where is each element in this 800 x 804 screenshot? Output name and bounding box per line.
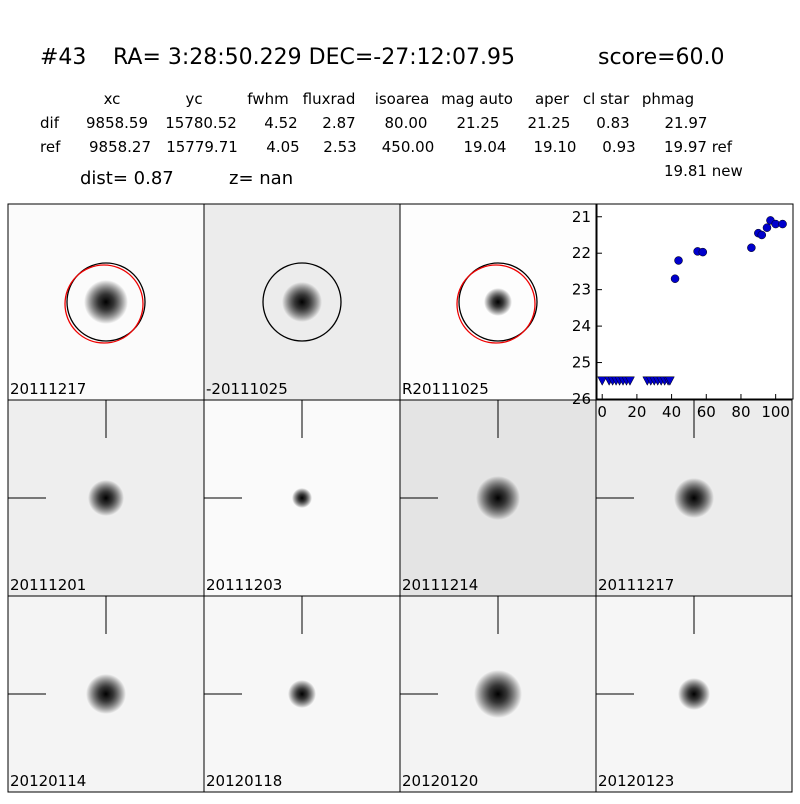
x-tick-label: 0	[597, 403, 607, 421]
table-cell: 4.05	[266, 138, 299, 156]
star	[86, 674, 126, 714]
star	[484, 288, 512, 316]
star	[474, 670, 522, 718]
table-cell: 9858.27	[89, 138, 151, 156]
y-tick-label: 25	[572, 354, 591, 372]
table-cell: dif	[40, 114, 60, 132]
point	[597, 376, 608, 386]
point	[625, 376, 635, 386]
z-value: z= nan	[229, 168, 293, 189]
aperture-red	[64, 264, 144, 344]
x-tick-label: 60	[697, 403, 716, 421]
point	[674, 256, 683, 265]
x-tick-label: 20	[627, 403, 646, 421]
panel-label: 20120120	[402, 772, 478, 790]
column-header: aper	[535, 90, 570, 108]
table-cell: 2.53	[323, 138, 356, 156]
aperture-red	[456, 264, 536, 344]
phmag-new: 19.81 new	[664, 162, 743, 180]
table-cell: 15779.71	[166, 138, 238, 156]
star	[292, 488, 312, 508]
x-tick-label: 80	[731, 403, 750, 421]
y-tick-label: 24	[572, 317, 591, 335]
table-cell: 19.04	[464, 138, 507, 156]
column-header: mag auto	[441, 90, 513, 108]
table-cell: 450.00	[382, 138, 435, 156]
star	[476, 476, 520, 520]
panel-label: 20120123	[598, 772, 674, 790]
table-cell: 9858.59	[86, 114, 148, 132]
table-cell: 19.10	[534, 138, 577, 156]
column-header: cl star	[583, 90, 630, 108]
star	[282, 282, 322, 322]
table-cell: 21.25	[457, 114, 500, 132]
panel-label: 20111217	[598, 576, 674, 594]
column-header: fwhm	[247, 90, 288, 108]
panel-label: 20111217	[10, 380, 86, 398]
y-tick-label: 21	[572, 208, 591, 226]
table-cell: 80.00	[385, 114, 428, 132]
panel-label: 20120114	[10, 772, 86, 790]
panel-label: 20120118	[206, 772, 282, 790]
star	[84, 280, 128, 324]
panel-label: 20111214	[402, 576, 478, 594]
table-cell: ref	[40, 138, 61, 156]
column-header: phmag	[642, 90, 694, 108]
panel-label: R20111025	[402, 380, 489, 398]
point	[757, 230, 767, 240]
star	[88, 480, 124, 516]
column-header: xc	[104, 90, 121, 108]
star	[678, 678, 710, 710]
point	[747, 243, 756, 252]
point	[778, 219, 787, 229]
table-cell: 0.93	[602, 138, 635, 156]
table-cell: 21.25	[528, 114, 571, 132]
point	[664, 376, 675, 386]
star	[674, 478, 714, 518]
title-id: #43	[40, 45, 86, 70]
aperture	[458, 262, 538, 342]
panel-label: 20111201	[10, 576, 86, 594]
point	[762, 223, 772, 232]
point	[698, 247, 708, 257]
star	[288, 680, 316, 708]
column-header: fluxrad	[303, 90, 356, 108]
y-tick-label: 23	[572, 281, 591, 299]
column-header: yc	[185, 90, 202, 108]
panel-label: -20111025	[206, 380, 288, 398]
y-tick-label: 26	[572, 390, 591, 408]
point	[670, 274, 680, 283]
x-tick-label: 40	[662, 403, 681, 421]
y-tick-label: 22	[572, 244, 591, 262]
title-score: score=60.0	[598, 45, 725, 70]
aperture	[262, 262, 342, 342]
dist: dist= 0.87	[80, 168, 174, 189]
table-cell: 2.87	[322, 114, 355, 132]
title-coords: RA= 3:28:50.229 DEC=-27:12:07.95	[113, 45, 515, 70]
aperture	[66, 262, 146, 342]
x-tick-label: 100	[761, 403, 790, 421]
panel-label: 20111203	[206, 576, 282, 594]
table-cell: 4.52	[264, 114, 297, 132]
table-cell: 19.97 ref	[664, 138, 733, 156]
table-cell: 21.97	[665, 114, 708, 132]
table-cell: 15780.52	[165, 114, 237, 132]
table-cell: 0.83	[596, 114, 629, 132]
column-header: isoarea	[375, 90, 430, 108]
